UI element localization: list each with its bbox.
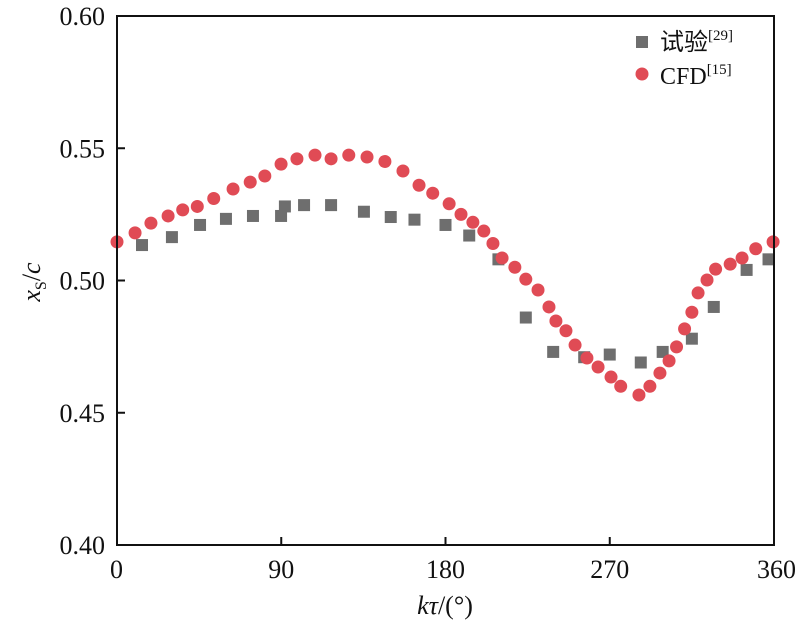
- cfd-point: [685, 305, 699, 319]
- cfd-point: [643, 379, 657, 393]
- experiment-point: [634, 356, 647, 369]
- x-tick-label: 180: [426, 555, 465, 584]
- x-tick-label: 90: [268, 555, 294, 584]
- cfd-point: [700, 273, 714, 287]
- x-tick-label: 270: [590, 555, 629, 584]
- experiment-point: [136, 239, 149, 252]
- experiment-point: [547, 345, 560, 358]
- cfd-point: [274, 157, 288, 171]
- cfd-point: [604, 370, 618, 384]
- cfd-point: [632, 388, 646, 402]
- cfd-point: [678, 322, 692, 336]
- experiment-point: [384, 211, 397, 224]
- cfd-point: [308, 148, 322, 162]
- cfd-point: [128, 226, 142, 240]
- y-tick-label: 0.45: [60, 399, 106, 428]
- experiment-point: [246, 209, 259, 222]
- cfd-point: [568, 338, 582, 352]
- experiment-point: [463, 229, 476, 242]
- experiment-point: [408, 213, 421, 226]
- cfd-point: [614, 379, 628, 393]
- cfd-point: [207, 192, 221, 206]
- cfd-point: [454, 207, 468, 221]
- legend-label-experiment: 试验[29]: [660, 28, 733, 56]
- cfd-point: [531, 283, 545, 297]
- cfd-point: [442, 197, 456, 211]
- experiment-point: [165, 231, 178, 244]
- cfd-point: [342, 148, 356, 162]
- cfd-point: [396, 164, 410, 178]
- axis-ticks: 0 90 180 270 360 0.40 0.45 0.50 0.55 0.60: [60, 2, 797, 584]
- cfd-point: [144, 216, 158, 230]
- experiment-point: [298, 199, 311, 212]
- cfd-point: [519, 272, 533, 286]
- cfd-point: [591, 360, 605, 374]
- cfd-point: [559, 324, 573, 338]
- experiment-point: [603, 348, 616, 361]
- legend: 试验[29] CFD[15]: [635, 28, 733, 90]
- legend-marker-experiment: [636, 36, 648, 48]
- cfd-point: [495, 251, 509, 265]
- x-tick-label: 360: [757, 555, 796, 584]
- cfd-point: [176, 203, 190, 217]
- x-axis-label: kτ/(°): [417, 591, 473, 620]
- cfd-point: [723, 257, 737, 271]
- cfd-point: [580, 351, 594, 365]
- experiment-point: [194, 218, 207, 231]
- plot-frame: [116, 15, 775, 546]
- cfd-point: [412, 178, 426, 192]
- y-tick-label: 0.50: [60, 267, 106, 296]
- cfd-point: [360, 150, 374, 164]
- y-tick-label: 0.60: [60, 2, 106, 31]
- legend-label-cfd: CFD[15]: [660, 62, 732, 90]
- experiment-point: [275, 209, 288, 222]
- experiment-point: [762, 253, 775, 266]
- cfd-point: [378, 154, 392, 168]
- experiment-point: [439, 218, 452, 231]
- experiment-point: [656, 345, 669, 358]
- cfd-point: [691, 286, 705, 300]
- y-tick-label: 0.40: [60, 531, 106, 560]
- cfd-point: [709, 262, 723, 276]
- experiment-point: [219, 212, 232, 225]
- cfd-point: [190, 199, 204, 213]
- cfd-point: [161, 209, 175, 223]
- legend-marker-cfd: [635, 67, 649, 81]
- cfd-point: [662, 354, 676, 368]
- cfd-point: [426, 186, 440, 200]
- cfd-point: [653, 366, 667, 380]
- experiment-point: [519, 311, 532, 324]
- experiment-point: [357, 205, 370, 218]
- data-marks: [110, 148, 780, 402]
- cfd-point: [290, 152, 304, 166]
- y-tick-label: 0.55: [60, 134, 106, 163]
- cfd-point: [324, 152, 338, 166]
- cfd-point: [670, 340, 684, 354]
- cfd-point: [486, 236, 500, 250]
- experiment-point: [278, 200, 291, 213]
- cfd-point: [508, 260, 522, 274]
- cfd-point: [735, 251, 749, 265]
- cfd-point: [749, 242, 763, 256]
- experiment-point: [325, 199, 338, 212]
- cfd-point: [258, 169, 272, 183]
- experiment-point: [740, 263, 753, 276]
- cfd-point: [243, 175, 257, 189]
- cfd-point: [549, 314, 563, 328]
- cfd-point: [477, 224, 491, 238]
- cfd-point: [466, 215, 480, 229]
- experiment-point: [707, 300, 720, 313]
- cfd-point: [542, 300, 556, 314]
- experiment-point: [685, 332, 698, 345]
- x-tick-label: 0: [110, 555, 123, 584]
- y-axis-label: xS/c: [17, 262, 50, 303]
- cfd-point: [226, 182, 240, 196]
